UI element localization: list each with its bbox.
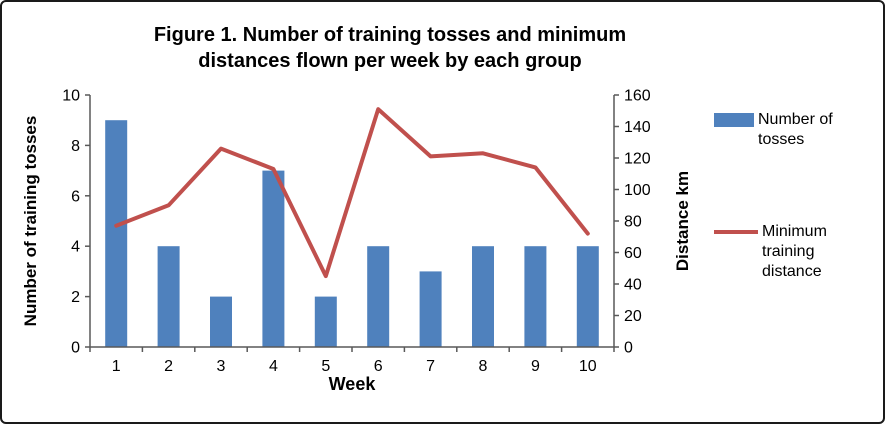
left-tick-label: 10: [62, 88, 80, 105]
legend-line-swatch-icon: [714, 230, 758, 234]
legend: Number of tosses Minimum training distan…: [714, 110, 879, 282]
left-tick-label: 8: [71, 138, 80, 155]
right-tick-label: 40: [624, 277, 642, 294]
bar-week-2: [157, 246, 180, 347]
bar-week-8: [472, 246, 494, 347]
bar-week-5: [314, 296, 337, 347]
x-tick-label: 9: [531, 358, 540, 375]
right-tick-label: 160: [624, 88, 651, 105]
right-tick-label: 80: [624, 214, 642, 231]
legend-item-distance: Minimum training distance: [714, 222, 879, 282]
bar-week-10: [576, 246, 599, 347]
bar-week-7: [419, 271, 442, 347]
right-tick-label: 100: [624, 182, 651, 199]
x-tick-label: 6: [374, 358, 383, 375]
right-tick-label: 20: [624, 308, 642, 325]
bar-week-1: [105, 120, 128, 347]
legend-bar-swatch-icon: [714, 113, 754, 127]
bar-week-4: [262, 170, 285, 347]
bar-week-6: [367, 246, 390, 347]
bar-week-9: [524, 246, 547, 347]
chart-title: Figure 1. Number of training tosses and …: [153, 24, 627, 72]
right-tick-label: 120: [624, 151, 651, 168]
right-tick-label: 60: [624, 245, 642, 262]
x-tick-label: 3: [217, 358, 226, 375]
x-tick-label: 7: [426, 358, 435, 375]
right-tick-label: 0: [624, 340, 633, 357]
right-tick-label: 140: [624, 119, 651, 136]
bar-week-3: [210, 296, 232, 347]
left-tick-label: 2: [71, 289, 80, 306]
left-tick-label: 4: [71, 239, 80, 256]
x-tick-label: 4: [269, 358, 278, 375]
x-axis-title: Week: [328, 374, 376, 394]
x-tick-label: 1: [112, 358, 121, 375]
x-tick-label: 5: [321, 358, 330, 375]
legend-bar-label: Number of tosses: [758, 111, 833, 148]
line-minimum-training-distance: [114, 107, 590, 279]
x-tick-label: 10: [579, 358, 597, 375]
left-tick-label: 0: [71, 340, 80, 357]
left-tick-label: 6: [71, 188, 80, 205]
legend-line-label: Minimum training distance: [762, 223, 827, 280]
legend-item-tosses: Number of tosses: [714, 110, 879, 150]
x-tick-label: 2: [164, 358, 173, 375]
x-tick-label: 8: [479, 358, 488, 375]
